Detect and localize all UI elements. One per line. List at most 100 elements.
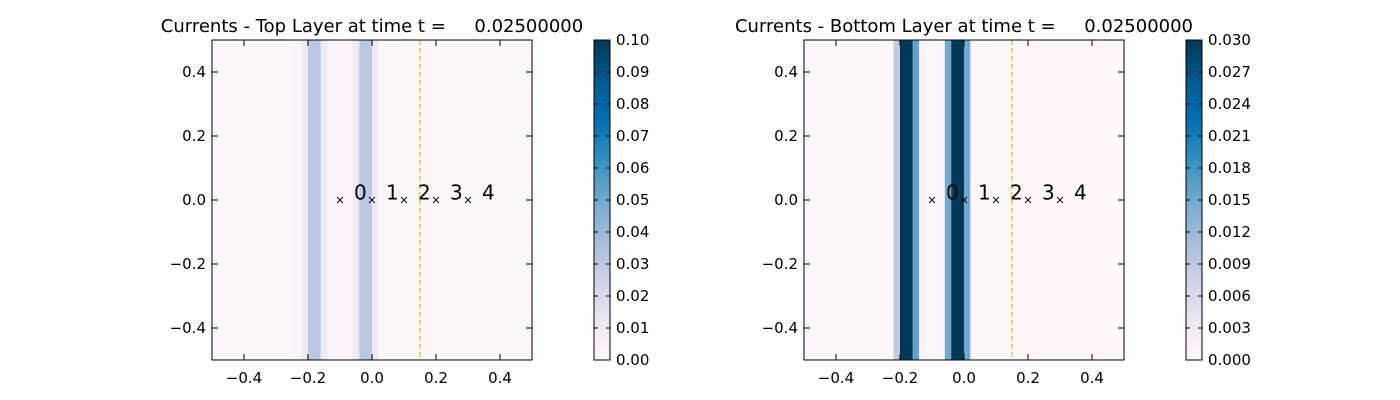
marker-cross bbox=[336, 196, 344, 204]
colorbar-segment bbox=[1186, 348, 1202, 353]
colorbar-tick-label: 0.10 bbox=[616, 31, 649, 49]
colorbar-segment bbox=[1186, 88, 1202, 93]
colorbar-segment bbox=[1186, 80, 1202, 85]
colorbar-segment bbox=[1186, 72, 1202, 77]
heatmap-cell bbox=[970, 40, 1012, 360]
colorbar-segment bbox=[1186, 252, 1202, 257]
colorbar-segment bbox=[594, 184, 610, 189]
colorbar-tick-label: 0.01 bbox=[616, 319, 649, 337]
colorbar-segment bbox=[594, 200, 610, 205]
colorbar-segment bbox=[1186, 48, 1202, 53]
colorbar-segment bbox=[594, 148, 610, 153]
y-tick-label: 0.4 bbox=[182, 63, 206, 81]
chart-panel: 0 1 2 3 4 −0.4 −0.2 0.0 0.2 0.4 −0.4 −0.2 0.0 0.2 0.4 C… bbox=[161, 16, 650, 387]
colorbar-segment bbox=[594, 136, 610, 141]
colorbar-segment bbox=[1186, 328, 1202, 333]
colorbar-segment bbox=[1186, 280, 1202, 285]
colorbar-segment bbox=[1186, 60, 1202, 65]
x-tick-label: 0.0 bbox=[952, 369, 976, 387]
colorbar-segment bbox=[594, 112, 610, 117]
y-tick-label: −0.2 bbox=[170, 255, 206, 273]
colorbar-segment bbox=[1186, 276, 1202, 281]
colorbar-tick-label: 0.012 bbox=[1208, 223, 1251, 241]
colorbar-tick-label: 0.05 bbox=[616, 191, 649, 209]
marker-label: 0 bbox=[354, 181, 367, 205]
colorbar-segment bbox=[1186, 288, 1202, 293]
colorbar-segment bbox=[1186, 292, 1202, 297]
marker-label: 1 bbox=[978, 181, 991, 205]
colorbar-segment bbox=[1186, 208, 1202, 213]
colorbar-segment bbox=[594, 280, 610, 285]
colorbar-tick-label: 0.009 bbox=[1208, 255, 1251, 273]
marker-label: 3 bbox=[1042, 181, 1055, 205]
colorbar-segment bbox=[1186, 148, 1202, 153]
colorbar-segment bbox=[1186, 84, 1202, 89]
heatmap-cell bbox=[212, 40, 292, 360]
heatmap-cell bbox=[308, 40, 321, 360]
colorbar-segment bbox=[594, 104, 610, 109]
marker-cross bbox=[368, 196, 376, 204]
colorbar-tick-label: 0.021 bbox=[1208, 127, 1251, 145]
colorbar-segment bbox=[1186, 216, 1202, 221]
colorbar-segment bbox=[1186, 76, 1202, 81]
colorbar-segment bbox=[1186, 248, 1202, 253]
colorbar-segment bbox=[594, 284, 610, 289]
colorbar-segment bbox=[594, 88, 610, 93]
marker-cross bbox=[400, 196, 408, 204]
colorbar-segment bbox=[594, 344, 610, 349]
colorbar-segment bbox=[594, 216, 610, 221]
colorbar-segment bbox=[594, 236, 610, 241]
y-tick-label: −0.4 bbox=[170, 319, 206, 337]
colorbar-segment bbox=[594, 272, 610, 277]
colorbar-segment bbox=[594, 172, 610, 177]
colorbar-segment bbox=[1186, 340, 1202, 345]
colorbar-segment bbox=[594, 128, 610, 133]
colorbar-segment bbox=[1186, 132, 1202, 137]
colorbar-segment bbox=[594, 328, 610, 333]
y-tick-label: 0.0 bbox=[774, 191, 798, 209]
colorbar-segment bbox=[1186, 168, 1202, 173]
x-tick-label: −0.4 bbox=[818, 369, 854, 387]
colorbar-segment bbox=[594, 332, 610, 337]
heatmap-cell bbox=[893, 40, 900, 360]
colorbar-segment bbox=[594, 140, 610, 145]
colorbar-segment bbox=[1186, 100, 1202, 105]
colorbar-segment bbox=[1186, 68, 1202, 73]
colorbar-segment bbox=[594, 80, 610, 85]
y-tick-label: 0.2 bbox=[774, 127, 798, 145]
heatmap-cell bbox=[804, 40, 894, 360]
marker-cross bbox=[1024, 196, 1032, 204]
heatmap-cell bbox=[352, 40, 360, 360]
colorbar-segment bbox=[594, 156, 610, 161]
colorbar-segment bbox=[594, 232, 610, 237]
heatmap-cell bbox=[944, 40, 952, 360]
colorbar-segment bbox=[594, 40, 610, 45]
colorbar-segment bbox=[594, 96, 610, 101]
colorbar-segment bbox=[594, 132, 610, 137]
x-tick-label: 0.4 bbox=[1080, 369, 1104, 387]
colorbar-segment bbox=[1186, 244, 1202, 249]
colorbar-segment bbox=[1186, 128, 1202, 133]
x-tick-label: −0.2 bbox=[882, 369, 918, 387]
colorbar-segment bbox=[594, 288, 610, 293]
colorbar-segment bbox=[594, 348, 610, 353]
colorbar-segment bbox=[1186, 232, 1202, 237]
colorbar-segment bbox=[594, 244, 610, 249]
colorbar-segment bbox=[594, 160, 610, 165]
colorbar-segment bbox=[594, 168, 610, 173]
chart-title: Currents - Bottom Layer at time t = 0.02… bbox=[735, 16, 1193, 37]
colorbar-segment bbox=[594, 260, 610, 265]
colorbar-segment bbox=[1186, 200, 1202, 205]
colorbar-segment bbox=[1186, 92, 1202, 97]
colorbar-tick-label: 0.000 bbox=[1208, 351, 1251, 369]
colorbar-segment bbox=[594, 224, 610, 229]
colorbar-segment bbox=[594, 316, 610, 321]
colorbar-segment bbox=[1186, 204, 1202, 209]
colorbar-segment bbox=[594, 84, 610, 89]
marker-cross bbox=[960, 196, 968, 204]
colorbar-segment bbox=[594, 208, 610, 213]
colorbar-segment bbox=[594, 44, 610, 49]
colorbar-segment bbox=[594, 356, 610, 361]
heatmap-cell bbox=[320, 40, 328, 360]
